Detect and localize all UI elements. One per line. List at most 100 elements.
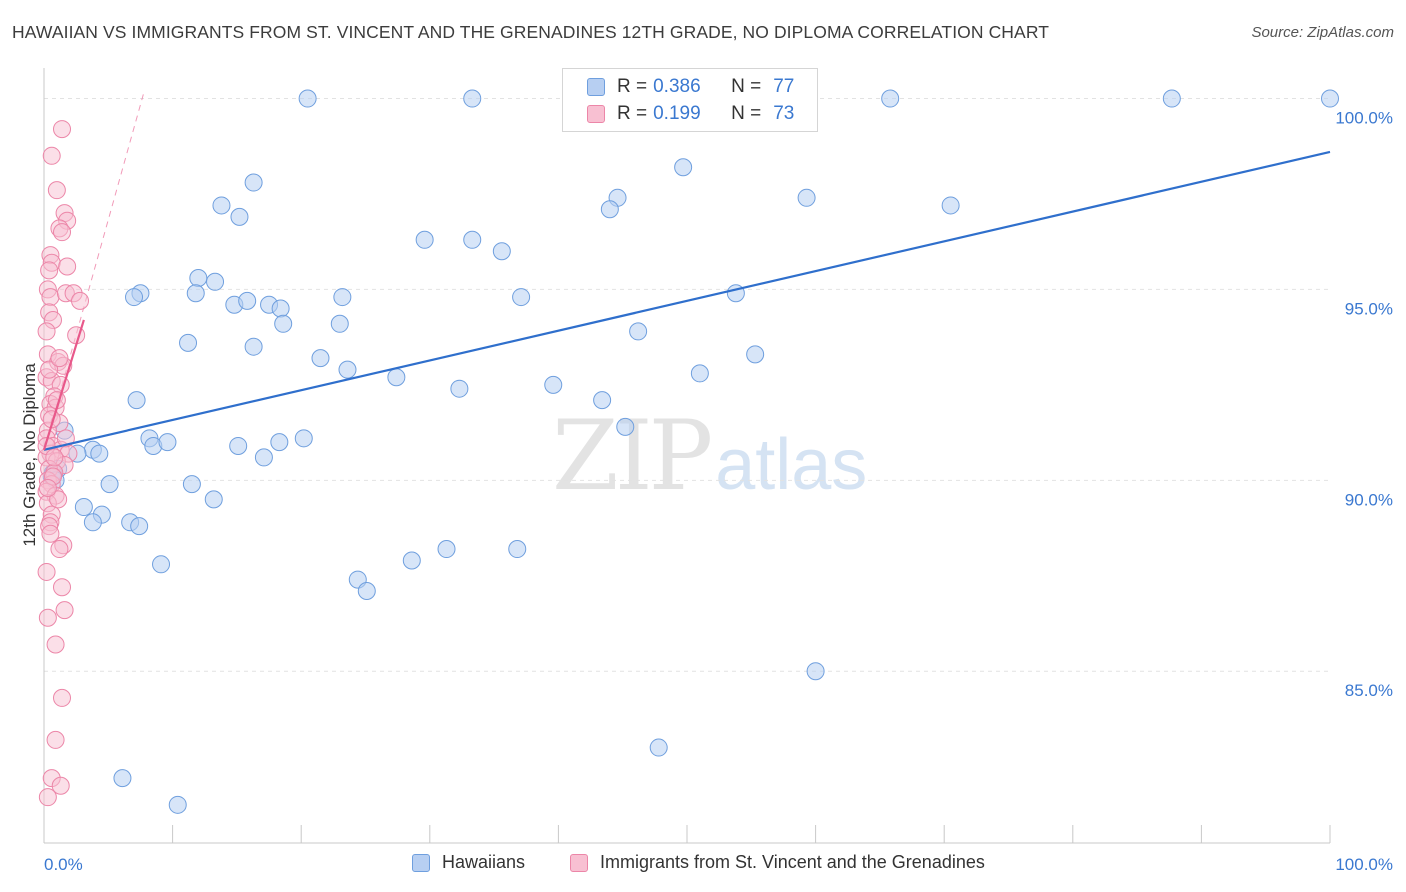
immigrants-point bbox=[40, 360, 59, 379]
hawaiians-point bbox=[254, 448, 273, 467]
hawaiians-point bbox=[206, 272, 225, 291]
legend-row-hawaiians: R = 0.386 N = 77 bbox=[587, 75, 794, 99]
hawaiians-point bbox=[158, 433, 177, 452]
hawaiians-point bbox=[616, 417, 635, 436]
hawaiians-point bbox=[1162, 89, 1181, 108]
immigrants-point bbox=[51, 776, 70, 795]
immigrants-point bbox=[40, 261, 59, 280]
hawaiians-point bbox=[212, 196, 231, 215]
hawaiians-point bbox=[746, 345, 765, 364]
immigrants-point bbox=[41, 288, 60, 307]
hawaiians-point bbox=[90, 444, 109, 463]
hawaiians-point bbox=[600, 200, 619, 219]
hawaiians-point bbox=[298, 89, 317, 108]
legend-n-value: 73 bbox=[773, 103, 795, 124]
hawaiians-point bbox=[806, 662, 825, 681]
hawaiians-point bbox=[100, 475, 119, 494]
legend-n-label: N = bbox=[731, 76, 762, 97]
hawaiians-point bbox=[230, 207, 249, 226]
correlation-legend: R = 0.386 N = 77 R = 0.199 N = 73 bbox=[562, 68, 818, 132]
y-tick-label: 100.0% bbox=[1335, 109, 1393, 128]
y-tick-label: 90.0% bbox=[1345, 490, 1393, 509]
immigrants-point bbox=[53, 578, 72, 597]
immigrants-point bbox=[37, 562, 56, 581]
immigrants-trend-extension bbox=[43, 90, 145, 450]
hawaiians-point bbox=[415, 230, 434, 249]
immigrants-point bbox=[38, 608, 57, 627]
hawaiians-point bbox=[127, 391, 146, 410]
watermark-atlas: atlas bbox=[715, 425, 868, 505]
hawaiians-point bbox=[270, 433, 289, 452]
immigrants-point bbox=[50, 540, 69, 559]
y-tick-label: 95.0% bbox=[1345, 299, 1393, 318]
hawaiians-point bbox=[649, 738, 668, 757]
hawaiians-point bbox=[83, 513, 102, 532]
immigrants-point bbox=[45, 448, 64, 467]
hawaiians-point bbox=[674, 158, 693, 177]
x-tick-label: 0.0% bbox=[44, 855, 83, 874]
hawaiians-trend-line bbox=[43, 150, 1331, 451]
immigrants-point bbox=[55, 601, 74, 620]
hawaiians-point bbox=[437, 540, 456, 559]
immigrants-point bbox=[46, 635, 65, 654]
hawaiians-point bbox=[168, 795, 187, 814]
hawaiians-point bbox=[402, 551, 421, 570]
legend-label-hawaiians: Hawaiians bbox=[442, 852, 526, 872]
hawaiians-point bbox=[186, 284, 205, 303]
hawaiians-point bbox=[189, 268, 208, 287]
immigrants-point bbox=[42, 146, 61, 165]
y-tick-label: 85.0% bbox=[1345, 681, 1393, 700]
immigrants-point bbox=[58, 257, 77, 276]
hawaiians-point bbox=[244, 337, 263, 356]
series-legend: Hawaiians Immigrants from St. Vincent an… bbox=[0, 852, 1406, 876]
hawaiians-point bbox=[152, 555, 171, 574]
immigrants-swatch-icon bbox=[587, 105, 605, 123]
legend-n-label: N = bbox=[731, 103, 762, 124]
hawaiians-point bbox=[333, 288, 352, 307]
hawaiians-point bbox=[338, 360, 357, 379]
hawaiians-point bbox=[113, 769, 132, 788]
immigrants-point bbox=[38, 478, 57, 497]
legend-r-label: R = bbox=[617, 76, 648, 97]
immigrants-swatch-icon bbox=[570, 853, 588, 872]
hawaiians-point bbox=[204, 490, 223, 509]
chart-title: HAWAIIAN VS IMMIGRANTS FROM ST. VINCENT … bbox=[12, 22, 1050, 42]
hawaiians-swatch-icon bbox=[587, 78, 605, 96]
hawaiians-point bbox=[387, 368, 406, 387]
immigrants-point bbox=[53, 120, 72, 139]
watermark: ZIPatlas bbox=[552, 400, 867, 512]
immigrants-point bbox=[37, 322, 56, 341]
immigrants-point bbox=[38, 788, 57, 807]
y-axis-label: 12th Grade, No Diploma bbox=[20, 363, 39, 547]
hawaiians-point bbox=[271, 299, 290, 318]
hawaiians-point bbox=[330, 314, 349, 333]
immigrants-trend-line bbox=[42, 319, 85, 451]
hawaiians-point bbox=[74, 498, 93, 517]
legend-n-value: 77 bbox=[773, 76, 795, 97]
hawaiians-point bbox=[238, 291, 257, 310]
immigrants-point bbox=[53, 223, 72, 242]
hawaiians-point bbox=[593, 391, 612, 410]
hawaiians-point bbox=[450, 379, 469, 398]
legend-r-value: 0.199 bbox=[653, 103, 701, 124]
hawaiians-point bbox=[492, 242, 511, 261]
legend-item-immigrants: Immigrants from St. Vincent and the Gren… bbox=[570, 852, 985, 873]
hawaiians-point bbox=[629, 322, 648, 341]
hawaiians-point bbox=[274, 314, 293, 333]
hawaiians-point bbox=[1321, 89, 1339, 108]
hawaiians-point bbox=[941, 196, 960, 215]
hawaiians-point bbox=[690, 364, 709, 383]
immigrants-point bbox=[56, 429, 75, 448]
hawaiians-point bbox=[294, 429, 313, 448]
legend-r-value: 0.386 bbox=[653, 76, 701, 97]
immigrants-point bbox=[47, 181, 66, 200]
hawaiians-point bbox=[179, 333, 198, 352]
immigrants-point bbox=[46, 730, 65, 749]
hawaiians-point bbox=[544, 375, 563, 394]
legend-item-hawaiians: Hawaiians bbox=[412, 852, 525, 873]
hawaiians-point bbox=[463, 230, 482, 249]
watermark-zip: ZIP bbox=[552, 400, 713, 512]
legend-label-immigrants: Immigrants from St. Vincent and the Gren… bbox=[600, 852, 985, 872]
immigrants-point bbox=[41, 524, 60, 543]
